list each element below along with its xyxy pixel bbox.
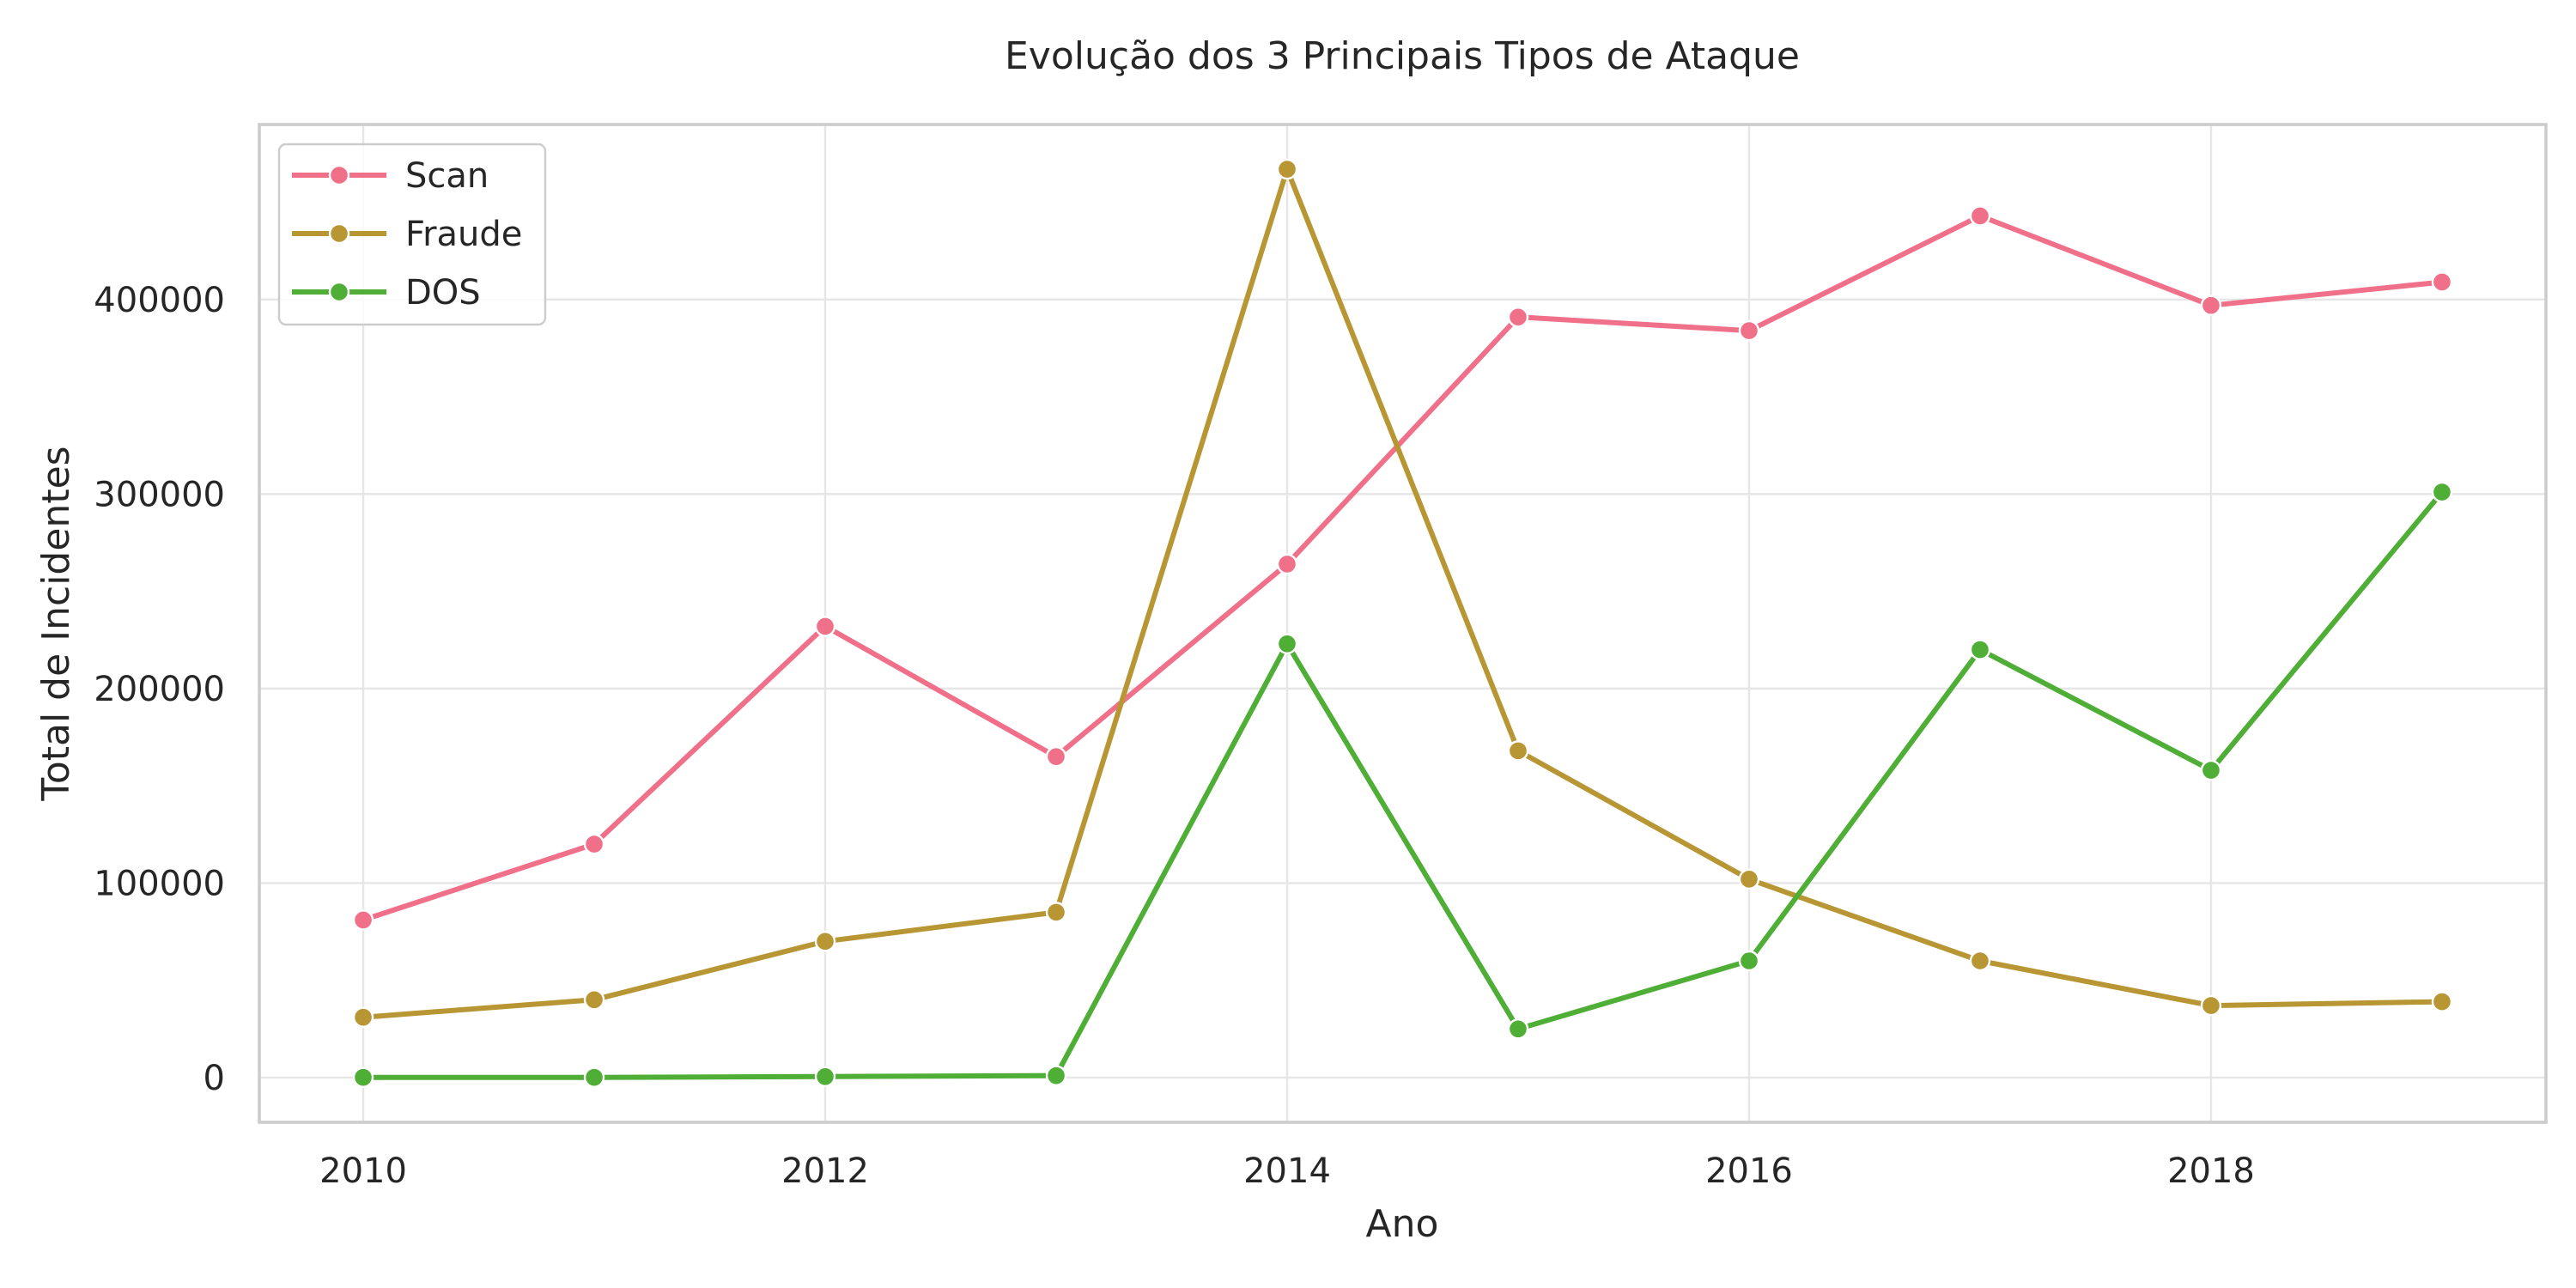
chart-title: Evolução dos 3 Principais Tipos de Ataqu… [1005, 34, 1800, 78]
x-tick-label: 2010 [319, 1151, 407, 1191]
series-layer [352, 158, 2453, 1088]
legend-item-scan: Scan [292, 156, 489, 196]
y-axis-ticks: 0 100000 200000 300000 400000 [94, 281, 225, 1098]
data-point-scan [1045, 745, 1067, 768]
legend-item-dos: DOS [292, 273, 481, 313]
x-tick-label: 2012 [781, 1151, 869, 1191]
data-point-fraude [1969, 950, 1991, 972]
data-point-dos [1507, 1018, 1529, 1040]
data-point-fraude [2200, 994, 2222, 1017]
legend: Scan Fraude DOS [277, 143, 547, 326]
legend-box [277, 143, 547, 326]
y-tick-label: 300000 [94, 475, 225, 514]
series-line-fraude [361, 167, 2445, 1020]
x-axis-ticks: 2010 2012 2014 2016 2018 [319, 1151, 2255, 1191]
y-tick-label: 0 [204, 1059, 225, 1098]
series-line-dos [361, 489, 2445, 1080]
data-point-dos [1045, 1065, 1067, 1086]
x-tick-label: 2018 [2167, 1151, 2255, 1191]
series-scan [352, 205, 2453, 931]
legend-item-fraude: Fraude [292, 215, 522, 254]
data-point-dos [814, 1066, 836, 1087]
data-point-dos [1738, 950, 1760, 972]
plot-frame [258, 123, 2548, 1124]
series-fraude [352, 158, 2453, 1028]
y-axis-label: Total de Incidentes [34, 446, 78, 801]
data-point-scan [1738, 319, 1760, 342]
data-point-dos [2200, 759, 2222, 781]
data-point-fraude [583, 989, 605, 1011]
data-point-scan [1507, 307, 1529, 328]
legend-swatch-marker [328, 164, 350, 186]
legend-label: Scan [405, 156, 489, 196]
series-line-scan [361, 213, 2445, 923]
legend-swatch-marker [328, 281, 350, 303]
x-tick-label: 2014 [1243, 1151, 1331, 1191]
series-dos [352, 481, 2453, 1088]
data-point-scan [583, 833, 605, 855]
y-tick-label: 100000 [94, 864, 225, 903]
y-tick-label: 400000 [94, 281, 225, 320]
data-point-scan [2200, 295, 2222, 316]
data-point-dos [2431, 481, 2453, 503]
data-point-dos [1276, 633, 1298, 654]
data-point-fraude [1738, 868, 1760, 890]
data-point-scan [1969, 205, 1991, 227]
data-point-fraude [2431, 991, 2453, 1012]
data-point-fraude [1045, 902, 1067, 923]
legend-swatch-marker [328, 222, 350, 245]
data-point-scan [2431, 271, 2453, 293]
x-axis-label: Ano [1366, 1202, 1439, 1246]
y-tick-label: 200000 [94, 670, 225, 709]
grid [259, 125, 2546, 1122]
x-tick-label: 2016 [1705, 1151, 1793, 1191]
data-point-scan [1276, 553, 1298, 575]
data-point-dos [352, 1066, 374, 1088]
data-point-dos [1969, 639, 1991, 660]
data-point-fraude [352, 1006, 374, 1028]
data-point-scan [352, 909, 374, 931]
data-point-dos [583, 1066, 605, 1088]
data-point-fraude [1276, 158, 1298, 180]
legend-label: Fraude [405, 215, 522, 254]
data-point-scan [814, 616, 836, 637]
data-point-fraude [814, 931, 836, 952]
legend-label: DOS [405, 273, 481, 313]
data-point-fraude [1507, 740, 1529, 762]
